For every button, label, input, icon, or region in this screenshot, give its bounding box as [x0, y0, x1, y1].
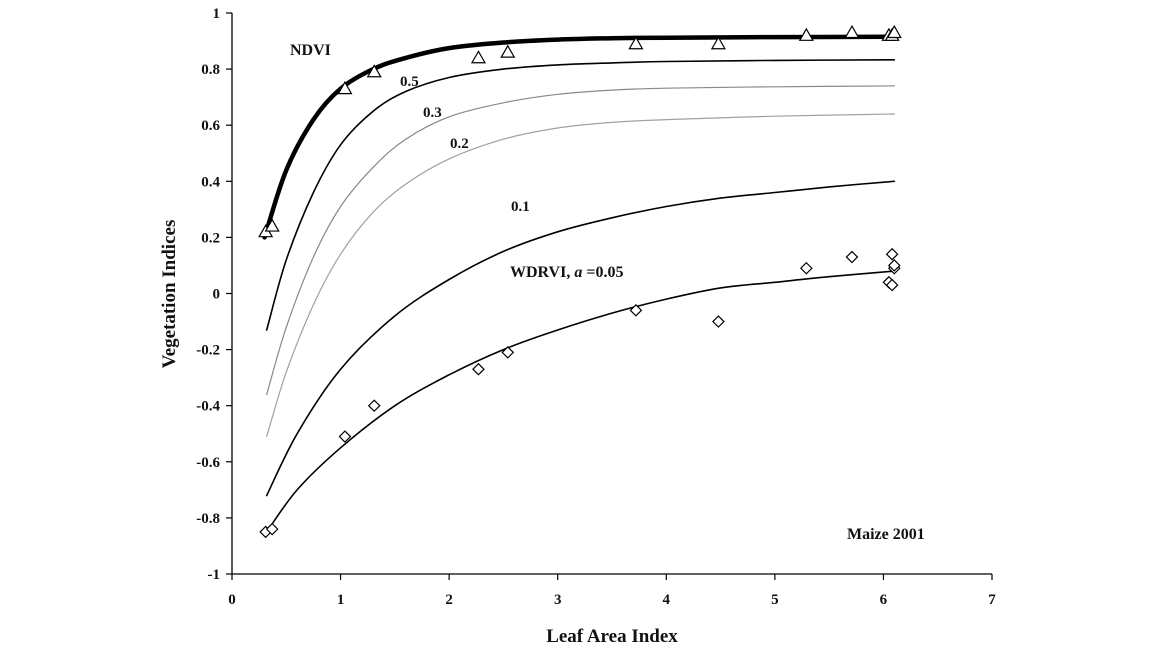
y-tick-label: -0.6 [196, 455, 220, 471]
y-tick-label: 1 [213, 6, 221, 22]
y-tick-label: 0.6 [201, 118, 220, 134]
annotation-0-1: 0.1 [511, 199, 530, 215]
curve-0-5 [265, 59, 896, 331]
wdrvi-point [265, 522, 279, 536]
annotation-wdrvi: WDRVI, a =0.05 [510, 264, 623, 281]
x-tick-label: 4 [663, 592, 671, 608]
annotation-0-3: 0.3 [423, 105, 442, 121]
curve-ndvi [262, 34, 897, 240]
wdrvi-point [712, 315, 725, 328]
y-tick-label: 0.8 [201, 62, 220, 78]
x-tick-label: 3 [554, 592, 562, 608]
ndvi-point [844, 24, 860, 39]
ndvi-point [710, 36, 726, 50]
ndvi-point [366, 64, 382, 78]
wdrvi-point [885, 278, 899, 292]
wdrvi-point [629, 303, 643, 317]
annotations: NDVI 0.50.3 0.2 0.1 WDRVI, a =0.05 Maize 2001 [290, 42, 925, 543]
curve-0-3 [266, 85, 895, 396]
ndvi-point [628, 36, 644, 50]
x-tick-label: 6 [880, 592, 888, 608]
y-tick-label: -0.8 [196, 511, 220, 527]
ndvi-point [798, 27, 814, 41]
annotation-maize-2001: Maize 2001 [847, 526, 925, 543]
axes: 0 1 2 3 4 5 6 7 -1 -0.8 -0.6 -0.4 -0.2 0 0.2 0.4 0.6 0.8 1 [196, 6, 996, 608]
y-tick-label: -0.4 [196, 399, 220, 415]
x-tick-label: 7 [988, 592, 996, 608]
wdrvi-point [799, 261, 813, 275]
ndvi-point [500, 44, 516, 58]
annotation-0-2: 0.2 [450, 136, 469, 152]
wdrvi-point [845, 250, 859, 264]
series-markers [258, 24, 902, 539]
ndvi-point [886, 24, 902, 39]
curve-0-2 [266, 113, 895, 438]
series-lines [262, 34, 897, 533]
wdrvi-point [472, 362, 485, 376]
wdrvi-point [885, 247, 899, 261]
x-tick-label: 2 [445, 592, 453, 608]
curve-0-1 [265, 180, 896, 497]
ndvi-point [470, 50, 486, 64]
y-tick-label: 0.4 [201, 174, 220, 190]
y-tick-label: -1 [208, 567, 221, 583]
annotation-ndvi: NDVI [290, 42, 331, 59]
wdrvi-point [887, 259, 901, 272]
x-axis-title: Leaf Area Index [546, 626, 678, 647]
y-tick-label: -0.2 [196, 343, 220, 359]
wdrvi-point [338, 430, 352, 443]
ndvi-point [264, 218, 280, 232]
x-tick-label: 5 [771, 592, 779, 608]
x-tick-label: 1 [337, 592, 345, 608]
y-tick-label: 0 [213, 287, 221, 303]
y-axis-title: Vegetation Indices [159, 220, 180, 369]
y-tick-label: 0.2 [201, 230, 220, 246]
wdrvi-point [367, 399, 381, 413]
ndvi-point [337, 81, 353, 95]
annotation-0-5: 0.5 [400, 74, 419, 90]
curve-wdrvi-a-0-05 [265, 270, 896, 533]
wdrvi-point [501, 346, 515, 359]
x-tick-label: 0 [228, 592, 236, 608]
